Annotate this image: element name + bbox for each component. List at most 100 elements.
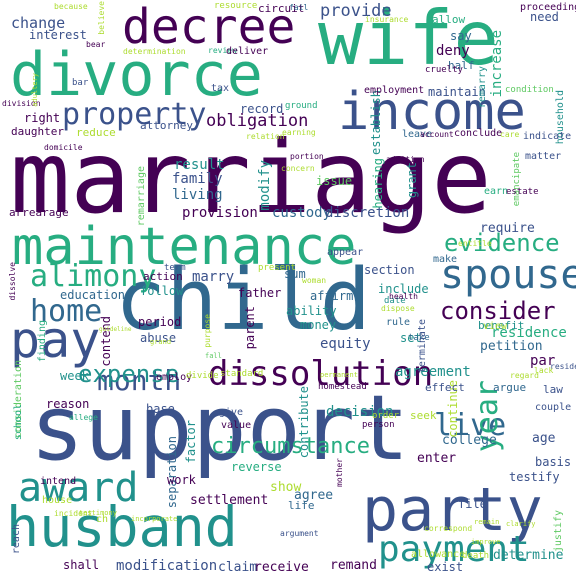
cloud-word-shall: shall [63,558,100,572]
cloud-word-party: party [362,475,543,545]
cloud-word-contribute: contribute [297,386,311,459]
cloud-word-remarry: remarry [477,66,488,109]
cloud-word-allow: allow [432,13,466,26]
cloud-word-domicile: domicile [44,143,83,152]
cloud-word-care: care [500,130,520,139]
cloud-word-intend: intend [40,476,77,487]
cloud-word-par: par [530,353,556,369]
cloud-word-money: money [300,318,337,332]
cloud-word-child: child [115,251,371,350]
cloud-word-reside: reside [550,362,576,371]
cloud-word-home: home [30,294,103,329]
cloud-word-improve: improve [471,538,501,546]
cloud-word-reach: reach [11,524,22,555]
cloud-word-marry: marry [192,269,235,285]
cloud-word-set: set [400,331,422,345]
cloud-word-school: school [13,404,24,441]
cloud-word-agree: agree [294,488,334,503]
cloud-word-residence: residence [491,325,567,341]
cloud-word-living: living [172,187,223,203]
cloud-word-appear: appear [327,247,364,258]
cloud-word-agreement: agreement [395,364,471,380]
cloud-word-terminate: terminate [417,319,428,374]
cloud-word-rule: rule [386,317,411,328]
cloud-word-modify: modify [257,160,273,211]
cloud-word-bar: bar [72,78,89,88]
cloud-word-establish: establish [369,90,383,156]
cloud-word-live: live [434,408,507,443]
cloud-word-payment: payment [378,529,530,570]
cloud-word-petition: petition [480,339,543,354]
cloud-word-award: award [18,465,139,511]
cloud-word-date: date [384,296,406,306]
cloud-word-death: death [462,551,490,561]
cloud-word-life: life [288,499,315,512]
cloud-word-finding: finding [37,320,48,363]
cloud-word-term: term [164,263,186,273]
cloud-word-age: age [532,431,556,446]
cloud-word-expense: expense [78,360,180,388]
cloud-word-mother: mother [335,458,344,487]
cloud-word-discretion: discretion [325,205,410,221]
cloud-word-require: require [480,221,535,236]
cloud-word-increase: increase [489,30,505,98]
cloud-word-record: record [240,102,284,116]
cloud-word-right: right [24,111,61,125]
cloud-word-deny: deny [436,43,470,59]
cloud-word-income: income [338,82,526,142]
cloud-word-argue: argue [493,381,527,394]
cloud-word-exist: exist [427,560,464,574]
cloud-word-issue: issue [316,174,353,188]
cloud-word-divorce: divorce [10,40,263,110]
cloud-word-addition: addition [386,155,425,164]
cloud-word-pay: pay [10,311,101,369]
cloud-word-circumstance: circumstance [211,434,370,459]
cloud-word-divide: divide [186,371,219,381]
cloud-word-woman: woman [302,276,327,285]
cloud-word-maintenance: maintenance [12,217,357,277]
cloud-word-effect: effect [425,381,465,394]
cloud-word-dissolve: dissolve [8,262,17,301]
cloud-word-value: value [221,420,252,431]
cloud-word-remarriage: remarriage [136,166,147,227]
cloud-word-work: work [167,473,196,487]
cloud-word-provision: provision [182,205,258,221]
cloud-word-make: make [433,254,458,265]
cloud-word-include: include [378,282,429,296]
cloud-word-arrearage: arrearage [9,206,69,219]
cloud-word-change: change [11,14,66,32]
cloud-word-abuse: abuse [140,331,177,345]
cloud-word-month: month [97,364,182,397]
cloud-word-receive: receive [254,560,309,575]
cloud-word-file: file [458,497,487,511]
cloud-word-view: view [483,321,508,332]
cloud-word-clarify: clarify [506,520,536,528]
cloud-word-factor: factor [184,420,198,464]
cloud-word-ground: ground [285,101,318,111]
cloud-word-leave: leave [402,129,433,140]
cloud-word-guideline: guideline [99,326,132,333]
cloud-word-contend: contend [99,316,113,367]
cloud-word-standard: standard [220,369,264,379]
cloud-word-seek: seek [410,409,437,422]
cloud-word-college: college [442,433,497,448]
cloud-word-enter: enter [417,451,457,466]
cloud-word-remain: remain [474,518,500,526]
cloud-word-interest: interest [29,28,87,42]
cloud-word-adultery: adultery [31,73,39,107]
cloud-word-base: base [146,402,175,416]
cloud-word-husband: husband [6,495,238,559]
cloud-word-decision: decision [326,404,394,420]
cloud-word-person: person [362,420,395,430]
cloud-word-incident: incident [54,509,93,518]
cloud-word-hearing: hearing [371,158,385,209]
cloud-word-determine: determine [493,548,564,563]
cloud-word-consider: consider [440,297,556,325]
cloud-word-period: period [138,315,182,329]
cloud-word-say: say [450,29,472,43]
cloud-word-property: property [62,97,207,132]
cloud-word-ch: ch [96,514,109,525]
cloud-word-allowance: allowance [411,549,466,560]
cloud-word-half: half [448,59,475,72]
